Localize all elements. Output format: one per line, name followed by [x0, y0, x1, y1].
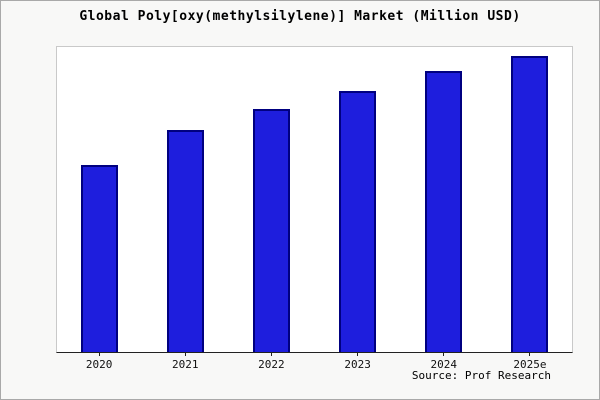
bar-cell — [57, 47, 143, 352]
bar-cell — [314, 47, 400, 352]
bar-2022 — [253, 109, 291, 352]
plot-area — [56, 46, 573, 353]
x-tick-label-2022: 2022 — [228, 352, 314, 371]
bars — [57, 47, 572, 352]
bar-cell — [486, 47, 572, 352]
bar-2021 — [167, 129, 205, 352]
source-credit: Source: Prof Research — [411, 369, 551, 382]
x-labels: 2020 2021 2022 2023 2024 2025e — [56, 352, 573, 371]
bar-cell — [400, 47, 486, 352]
bar-2023 — [338, 91, 376, 352]
x-tick-label-2025e: 2025e — [487, 352, 573, 371]
x-tick-label-2023: 2023 — [315, 352, 401, 371]
bar-cell — [143, 47, 229, 352]
x-tick-label-2024: 2024 — [401, 352, 487, 371]
x-tick-label-2021: 2021 — [142, 352, 228, 371]
bar-cell — [229, 47, 315, 352]
chart-title: Global Poly[oxy(methylsilylene)] Market … — [79, 9, 521, 24]
bar-2024 — [424, 70, 462, 352]
bar-2020 — [81, 165, 119, 352]
x-tick-label-2020: 2020 — [56, 352, 142, 371]
bar-2025e — [510, 55, 548, 352]
